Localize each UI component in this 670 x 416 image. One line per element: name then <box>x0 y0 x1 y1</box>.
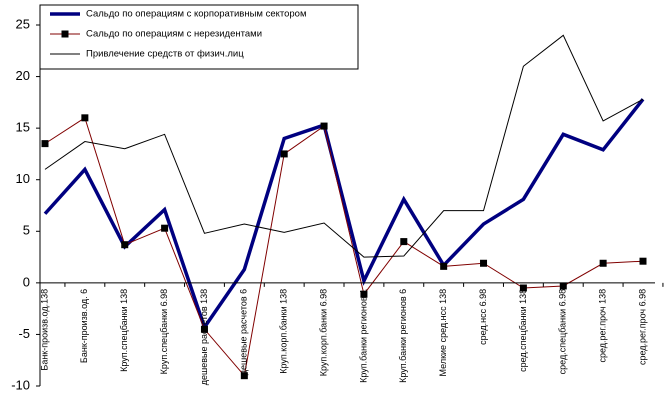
marker <box>360 290 368 298</box>
x-tick-label: сред.рег.проч 138 <box>598 289 608 363</box>
x-tick-label: сред.спецбанки 138 <box>518 289 528 372</box>
series-line <box>44 117 644 377</box>
marker <box>400 238 408 246</box>
x-tick-label: Круп.спецбанки 138 <box>119 289 129 372</box>
y-tick-label: 0 <box>23 274 30 289</box>
marker <box>161 224 169 232</box>
marker <box>519 284 527 292</box>
marker <box>480 259 488 267</box>
marker <box>440 262 448 270</box>
marker <box>240 372 248 380</box>
marker <box>559 282 567 290</box>
x-tick-label: дешевые расчетов 6 <box>239 289 249 375</box>
x-tick-label: Мелкие сред.нсс 138 <box>438 289 448 377</box>
x-tick-label: Круп.банки регионов 1 <box>358 289 368 383</box>
x-tick-label: сред.нсс 6.98 <box>478 289 488 345</box>
marker <box>320 122 328 130</box>
legend-label: Сальдо по операциям с корпоративным сект… <box>86 9 307 20</box>
y-tick-label: 15 <box>16 120 30 135</box>
legend-label: Сальдо по операциям с нерезидентами <box>86 29 262 40</box>
legend-label: Привлечение средств от физич.лиц <box>86 49 244 60</box>
marker <box>81 114 89 122</box>
x-tick-label: дешевые расчетов 138 <box>199 289 209 385</box>
x-tick-label: Круп.банки регионов 6 <box>398 289 408 383</box>
marker <box>280 150 288 158</box>
y-tick-label: -5 <box>18 326 30 341</box>
marker <box>121 241 129 249</box>
legend: Сальдо по операциям с корпоративным сект… <box>39 4 359 70</box>
marker <box>41 140 49 148</box>
x-tick-label: Круп.спецбанки 6.98 <box>159 289 169 374</box>
x-tick-label: сред.спецбанки 6.98 <box>558 289 568 375</box>
marker <box>639 257 647 265</box>
series-line <box>44 34 644 258</box>
x-tick-label: Круп.корп.банки 6.98 <box>318 289 328 376</box>
y-tick-label: 20 <box>16 68 30 83</box>
legend-box <box>39 4 359 70</box>
series-line <box>43 98 645 332</box>
y-tick-label: 10 <box>16 171 30 186</box>
y-tick-label: 5 <box>23 223 30 238</box>
marker <box>200 325 208 333</box>
x-tick-label: Банк-произв.од.138 <box>39 289 49 371</box>
x-tick-label: сред.рег.проч 6.98 <box>637 289 647 365</box>
y-tick-label: 25 <box>16 16 30 31</box>
x-tick-label: Банк-произв.од. 6 <box>79 289 89 363</box>
legend-marker <box>61 30 69 38</box>
x-tick-label: Круп.корп.банки 138 <box>279 289 289 374</box>
y-tick-label: -10 <box>11 377 30 392</box>
marker <box>599 259 607 267</box>
